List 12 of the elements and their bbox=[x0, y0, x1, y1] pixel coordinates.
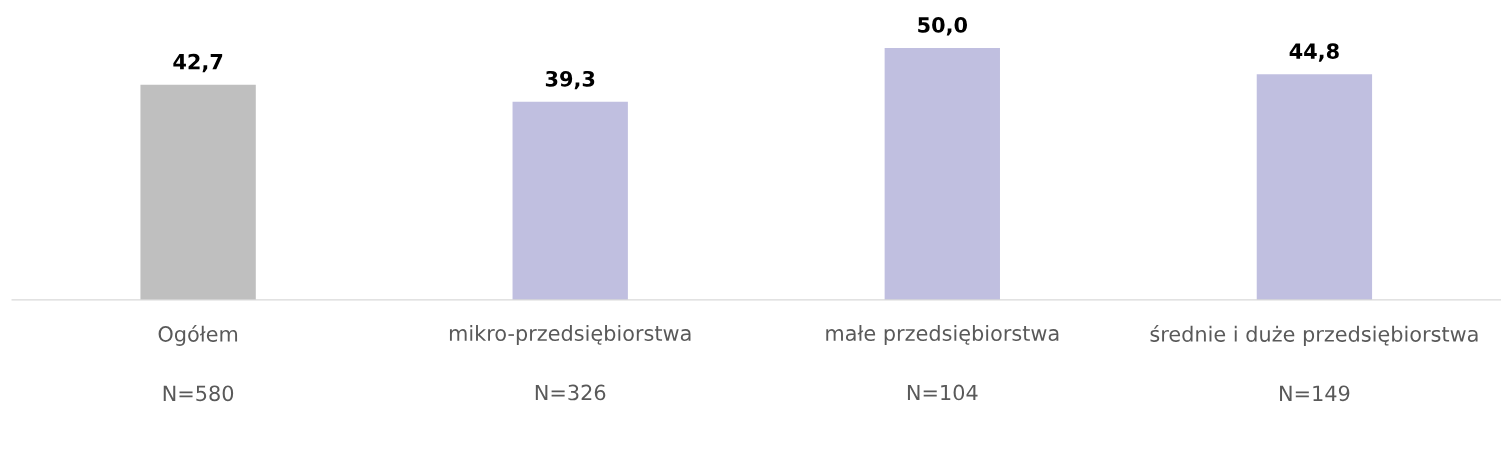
bar bbox=[140, 84, 256, 300]
data-label: 44,8 bbox=[1289, 43, 1339, 62]
category-label: średnie i duże przedsiębiorstwa N=149 bbox=[1150, 324, 1478, 402]
bar bbox=[512, 101, 628, 300]
category-label: Ogółem N=580 bbox=[158, 324, 238, 402]
data-label: 42,7 bbox=[173, 53, 223, 73]
data-label: 50,0 bbox=[918, 17, 968, 36]
category-label: małe przedsiębiorstwa N=104 bbox=[826, 324, 1059, 401]
data-label: 39,3 bbox=[545, 70, 595, 90]
bar bbox=[1256, 74, 1373, 300]
bar bbox=[884, 47, 1000, 300]
category-label: mikro-przedsiębiorstwa N=326 bbox=[449, 324, 691, 401]
